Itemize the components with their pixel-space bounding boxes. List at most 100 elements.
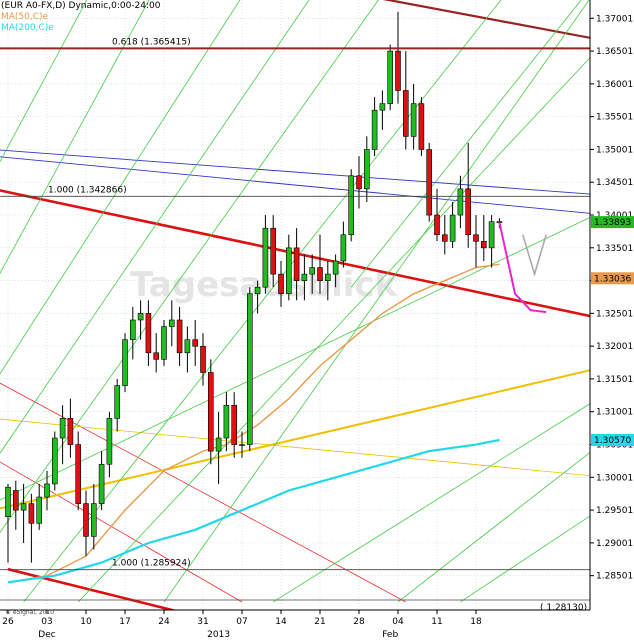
trendline-green [0,0,379,533]
moving-averages [7,263,500,584]
y-axis: 1.370013 1.365013 1.360013 1.355013 1.350013… [589,0,634,640]
y-tick-label: 1.315013 [596,375,634,385]
candle-up [301,273,308,281]
candle-up [247,293,253,445]
annotation-label: ( 1.28130) [540,603,587,613]
price-badge [591,272,634,285]
candle-down [200,345,206,373]
trendline-green [0,216,590,501]
candle-up [59,418,66,439]
candle-up [122,339,128,386]
trendline-green [460,515,590,603]
candle-up [309,267,316,275]
trendline-green [0,0,241,375]
y-tick-label: 1.355013 [596,113,634,123]
candle-down [434,214,440,236]
trendline-green [77,57,590,603]
candle-up [98,463,105,504]
candle-down [426,149,433,216]
x-tick-label: 18 [470,617,482,627]
y-tick-label: 1.335013 [596,244,634,254]
candle-down [28,503,35,524]
candle-up [5,486,11,518]
candle-up [106,418,113,465]
projection-line [498,222,547,314]
candle-down [317,267,323,281]
price-badge [591,216,634,229]
candle-down [356,175,362,190]
ma200-line [7,438,500,584]
x-axis: 26 03 10 17 24 31 07 14 21 28 04 11 18 Dec 2013 Feb [0,609,634,640]
candle-up [130,319,136,340]
legend-ma200: MA(200,C)e [1,23,54,33]
candle-down [153,352,159,360]
candle-up [215,437,222,452]
x-tick-label: 10 [80,617,92,627]
candle-up [114,385,120,419]
price-badge-label: 1.33893 [594,218,631,228]
y-tick-label: 1.345013 [596,178,634,188]
annotation-label: 1.000 (1.342866) [48,185,127,195]
x-tick-label: 04 [392,617,404,627]
candle-up [161,326,167,360]
x-tick-label: 14 [275,617,287,627]
candle-up [51,437,58,485]
candle-down [473,234,479,242]
candle-up [348,175,355,236]
trendline-green [0,0,310,454]
candle-down [13,490,19,511]
x-month-label: Dec [38,630,55,640]
x-month-label: 2013 [207,630,230,640]
annotation-label: 1.000 (1.285924) [112,559,191,569]
y-tick-label: 1.300013 [596,473,634,483]
y-tick-label: 1.350013 [596,145,634,155]
candle-up [410,103,417,137]
candle-up [371,109,378,150]
x-axis-background [0,610,634,640]
ma50-line [7,263,500,583]
trendline-green [23,0,502,603]
candle-up [169,319,175,327]
projection [498,222,547,314]
trendline-green [397,452,590,603]
candle-up [254,286,261,295]
y-tick-label: 1.340013 [596,211,634,221]
x-tick-label: 21 [314,617,325,627]
footer-copyright: © eSignal, 2010 [5,609,54,616]
y-tick-label: 1.290013 [596,539,634,549]
candle-down [192,339,198,347]
y-tick-label: 1.325013 [596,309,634,319]
candle-up [332,260,339,275]
axis-background [590,0,634,640]
trendline-red_thin [0,461,243,603]
x-tick-label: 03 [41,617,52,627]
trendline-green [272,403,590,603]
x-month-label: Feb [382,630,398,640]
candle-down [395,50,401,91]
y-tick-label: 1.285013 [596,572,634,582]
x-tick-label: 31 [197,617,208,627]
trendline-green [0,0,88,163]
candle-down [176,319,183,354]
candle-up [449,214,456,242]
price-badge-label: 1.30570 [594,436,631,446]
y-tick-label: 1.370013 [596,14,634,24]
candle-up [324,273,331,281]
x-tick-label: 07 [236,617,247,627]
candle-up [184,339,191,354]
legend-ma50: MA(50,C)e [1,12,49,22]
x-tick-label: 17 [119,617,130,627]
legend-symbol: (EUR A0-FX,D) Dynamic,0:00-24:00 [1,1,161,11]
trendline-green [0,0,150,275]
candle-up [379,103,386,111]
candle-down [293,247,300,281]
trendline-green [163,0,590,603]
trendline-darkred [382,0,590,39]
candle-up [262,227,269,288]
trendline-red_thin [0,382,406,603]
v-marker [522,234,547,277]
candle-down [441,234,448,242]
y-tick-label: 1.360013 [596,80,634,90]
candle-up [363,149,370,190]
y-tick-label: 1.365013 [596,47,634,57]
